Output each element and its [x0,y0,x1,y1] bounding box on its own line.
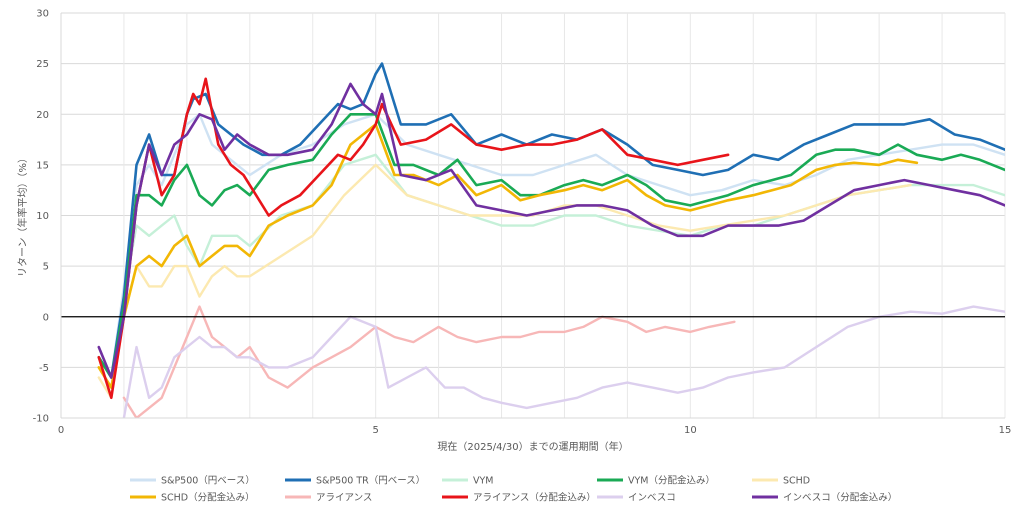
legend-label: インベスコ（分配金込み） [783,492,897,504]
y-tick-label: 20 [36,110,49,121]
series-line [97,163,912,399]
series-line [122,305,1005,418]
legend-label: インベスコ [628,493,676,504]
x-tick-label: 0 [58,425,64,436]
series-layer [97,62,1005,418]
y-tick-label: 5 [43,262,49,273]
legend-label: アライアンス（分配金込み） [473,492,596,504]
y-tick-label: -5 [39,363,49,374]
series-line [97,82,1005,379]
axis-layer: -10 -5 0 5 10 15 20 25 30 0 5 10 15 [33,9,1012,437]
legend-label: SCHD（分配金込み） [161,492,255,504]
y-axis-title: リターン（年率平均）（%） [16,153,29,277]
series-line [97,113,1005,379]
legend-label: VYM [473,476,494,487]
x-tick-label: 15 [999,425,1012,436]
x-tick-label: 5 [372,425,378,436]
y-tick-label: 10 [36,211,49,222]
series-line [97,77,730,400]
legend-label: VYM（分配金込み） [628,475,715,487]
series-line [122,305,736,418]
x-axis-title: 現在（2025/4/30）までの運用期間（年） [437,440,628,453]
legend-label: SCHD [783,476,810,487]
y-tick-label: 25 [36,59,49,70]
legend: S&P500（円ベース） S&P500 TR（円ベース） VYM VYM（分配金込み）… [130,475,897,504]
y-tick-label: 0 [43,312,49,323]
y-tick-label: 15 [36,160,49,171]
legend-label: S&P500（円ベース） [161,475,255,487]
legend-label: S&P500 TR（円ベース） [316,475,425,487]
legend-label: アライアンス [316,493,372,504]
series-line [97,113,1005,379]
y-tick-label: 30 [36,9,49,20]
x-tick-label: 10 [684,425,697,436]
y-tick-label: -10 [33,414,49,425]
series-line [97,123,919,389]
